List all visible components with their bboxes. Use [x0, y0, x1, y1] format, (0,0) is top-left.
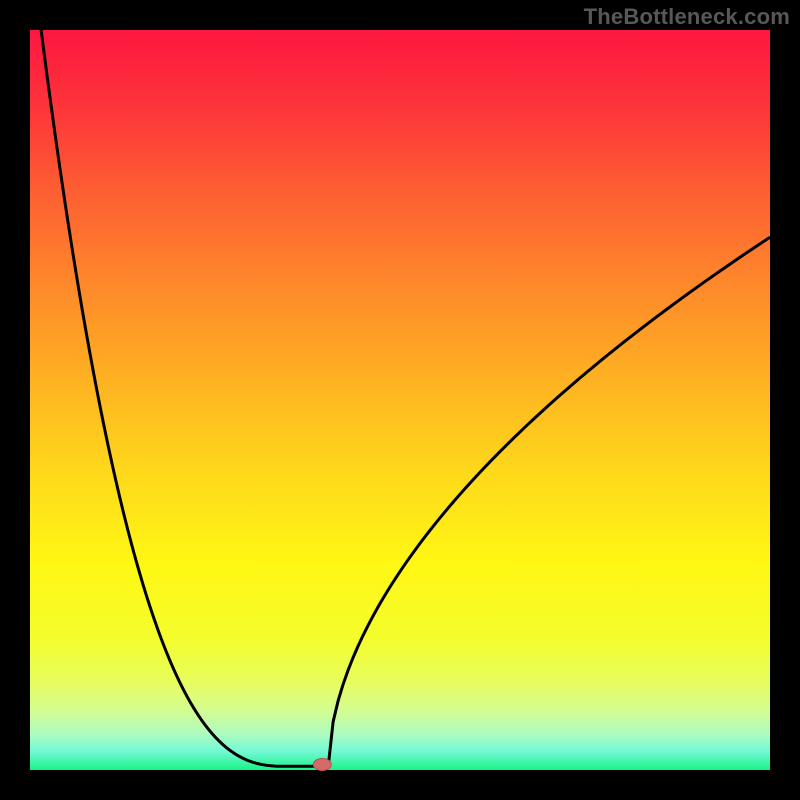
gradient-background: [30, 30, 770, 770]
chart-canvas: [0, 0, 800, 800]
bottleneck-chart: TheBottleneck.com: [0, 0, 800, 800]
watermark-text: TheBottleneck.com: [584, 4, 790, 30]
optimal-point-marker: [313, 758, 331, 770]
